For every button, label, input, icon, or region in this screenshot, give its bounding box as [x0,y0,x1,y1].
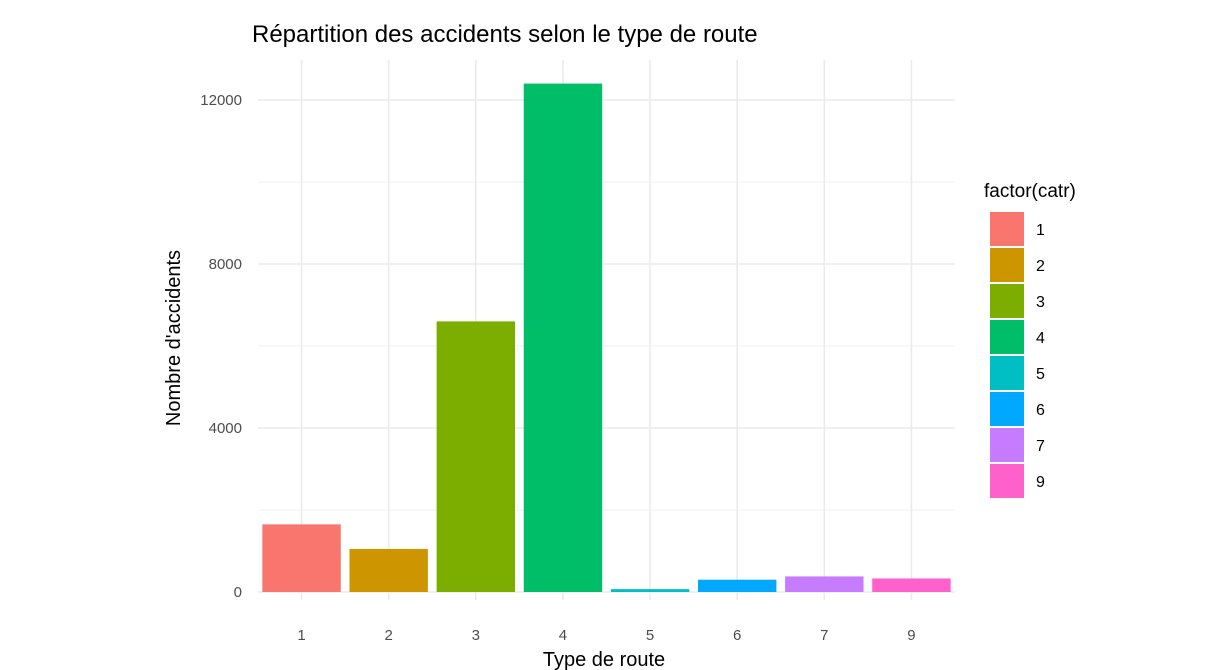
grid-lines [258,60,955,600]
legend-key-7 [990,428,1024,462]
x-tick-label: 1 [297,627,305,644]
legend-label: 4 [1036,330,1045,347]
bar-4 [523,83,603,592]
legend-label: 6 [1036,402,1045,419]
legend-label: 1 [1036,222,1045,239]
x-tick-label: 2 [385,627,393,644]
legend-key-1 [990,212,1024,246]
legend-key-2 [990,248,1024,282]
y-tick-label: 8000 [209,256,242,273]
legend-key-5 [990,356,1024,390]
chart-title: Répartition des accidents selon le type … [252,21,758,48]
legend-label: 5 [1036,366,1045,383]
x-tick-label: 5 [646,627,654,644]
x-axis-title: Type de route [543,649,665,670]
legend: factor(catr) 1 2 3 4 5 6 7 9 [984,181,1076,498]
legend-key-3 [990,284,1024,318]
x-tick-label: 6 [733,627,741,644]
bar-1 [262,524,341,592]
x-tick-label: 3 [472,627,480,644]
legend-label: 7 [1036,438,1045,455]
legend-title: factor(catr) [984,181,1076,202]
y-tick-label: 12000 [200,92,242,109]
x-tick-label: 9 [907,627,915,644]
bar-3 [436,321,516,592]
legend-label: 3 [1036,294,1045,311]
bar-5 [610,589,690,592]
bar-7 [785,576,864,592]
bar-9 [872,578,951,592]
legend-key-6 [990,392,1024,426]
legend-label: 2 [1036,258,1045,275]
legend-key-4 [990,320,1024,354]
x-axis-ticks: 1 2 3 4 5 6 7 9 [297,627,915,644]
y-tick-label: 0 [234,584,242,601]
bar-2 [349,548,428,592]
y-tick-label: 4000 [209,420,242,437]
legend-key-9 [990,464,1024,498]
y-axis-ticks: 0 4000 8000 12000 [200,92,242,601]
legend-label: 9 [1036,474,1045,491]
bars [262,83,951,592]
bar-6 [697,579,777,592]
y-axis-title: Nombre d'accidents [163,250,185,426]
x-tick-label: 7 [820,627,828,644]
x-tick-label: 4 [559,627,567,644]
